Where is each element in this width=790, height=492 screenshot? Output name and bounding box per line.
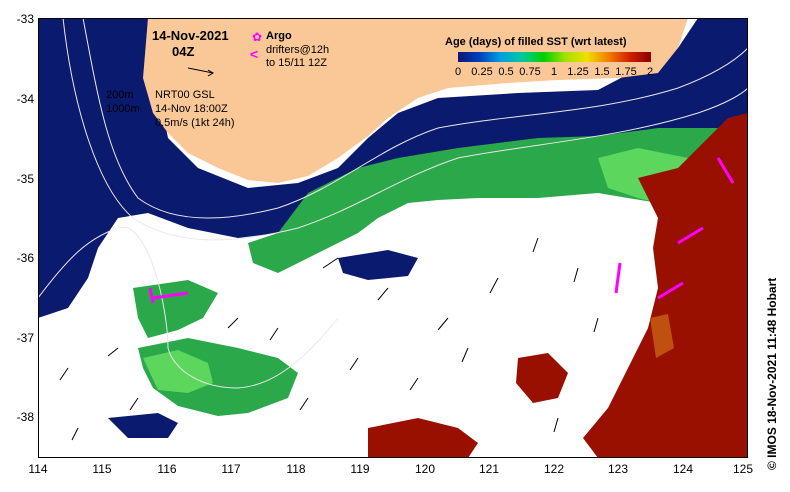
x-tick-label: 120 [410, 462, 440, 476]
x-tick-label: 123 [603, 462, 633, 476]
colorbar-tick: 0.25 [471, 66, 492, 78]
drifters-legend-line2: to 15/11 12Z [266, 57, 327, 69]
colorbar [458, 52, 651, 62]
imos-credit: © IMOS 18-Nov-2021 11:48 Hobart [765, 278, 779, 470]
y-tick-label: -34 [2, 92, 34, 106]
y-tick-label: -37 [2, 331, 34, 345]
argo-legend-label: Argo [266, 30, 292, 42]
x-tick-label: 124 [668, 462, 698, 476]
sst-map [38, 18, 748, 458]
vector-scale-label: 0.5m/s (1kt 24h) [155, 117, 234, 129]
y-tick-label: -35 [2, 172, 34, 186]
x-tick-label: 119 [345, 462, 375, 476]
product-time: 14-Nov 18:00Z [155, 103, 228, 115]
colorbar-tick: 1.5 [594, 66, 609, 78]
x-tick-label: 121 [474, 462, 504, 476]
x-tick-label: 118 [281, 462, 311, 476]
map-plot-area[interactable] [38, 18, 748, 458]
contour-label-200m: 200m [106, 89, 134, 101]
colorbar-tick: 1 [551, 66, 557, 78]
x-tick-label: 114 [23, 462, 53, 476]
contour-label-1000m: 1000m [106, 103, 140, 115]
argo-marker-icon: ✿ [252, 30, 262, 44]
colorbar-tick: 2 [647, 66, 653, 78]
x-tick-label: 115 [87, 462, 117, 476]
colorbar-tick: 0 [455, 66, 461, 78]
y-tick-label: -38 [2, 410, 34, 424]
colorbar-tick: 0.75 [519, 66, 540, 78]
y-tick-label: -36 [2, 251, 34, 265]
map-date-title: 14-Nov-2021 [152, 28, 229, 43]
drifter-arrow-icon: < [250, 46, 258, 62]
x-tick-label: 125 [728, 462, 758, 476]
product-name: NRT00 GSL [155, 89, 215, 101]
x-tick-label: 122 [539, 462, 569, 476]
y-tick-label: -33 [2, 12, 34, 26]
colorbar-title: Age (days) of filled SST (wrt latest) [445, 36, 627, 48]
map-time-title: 04Z [172, 44, 194, 59]
colorbar-tick: 1.75 [615, 66, 636, 78]
colorbar-tick: 1.25 [567, 66, 588, 78]
x-tick-label: 117 [216, 462, 246, 476]
drifters-legend-line1: drifters@12h [266, 44, 329, 56]
colorbar-tick: 0.5 [498, 66, 513, 78]
x-tick-label: 116 [152, 462, 182, 476]
